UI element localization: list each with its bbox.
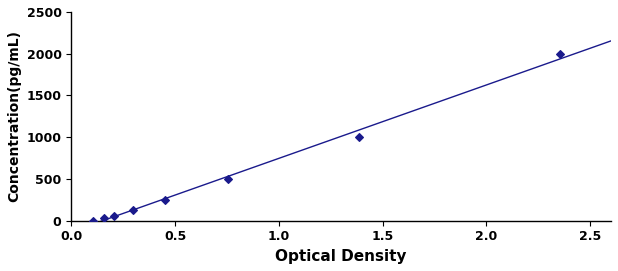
X-axis label: Optical Density: Optical Density [276,249,407,264]
Y-axis label: Concentration(pg/mL): Concentration(pg/mL) [7,30,21,202]
